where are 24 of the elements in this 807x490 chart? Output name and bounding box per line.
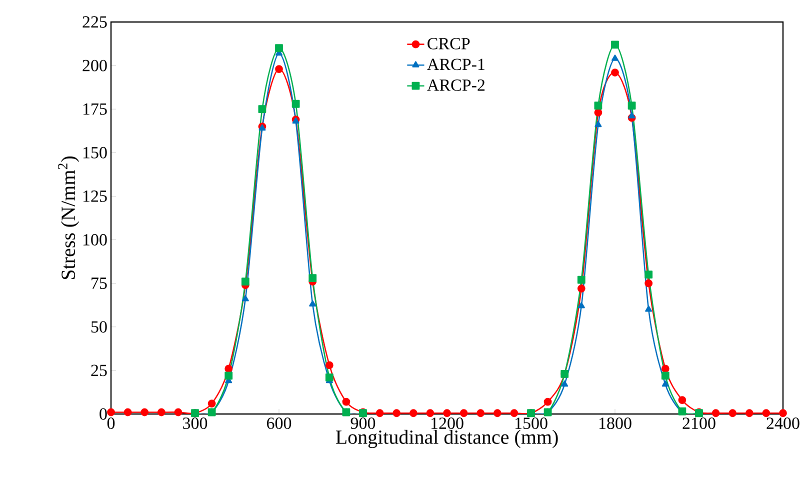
y-axis-title: Stress (N/mm$^{2}$) [58,156,80,280]
y-tick-label: 175 [83,103,107,115]
x-tick-label: 2400 [766,418,800,429]
y-tick-label: 0 [100,408,107,420]
legend-label: CRCP [428,38,470,50]
x-tick-label: 1800 [599,418,632,429]
x-tick-label: 300 [183,418,208,429]
x-tick-label: 1500 [515,418,548,429]
y-tick-label: 75 [92,278,107,289]
legend-label: ARCP-2 [427,79,485,91]
x-tick-label: 0 [107,418,115,429]
y-tick-label: 100 [83,234,107,246]
y-tick-label: 25 [91,364,107,376]
y-tick-label: 150 [83,146,107,158]
x-tick-label: 1200 [431,418,464,429]
legend-label: ARCP-1 [427,58,484,70]
y-tick-label: 50 [91,321,107,333]
x-tick-label: 600 [266,418,292,429]
x-axis-title: Longitudinal distance (mm) [336,430,558,448]
y-tick-label: 200 [82,60,107,72]
y-tick-label: 125 [83,190,107,202]
y-tick-label: 225 [82,16,107,28]
x-tick-label: 900 [350,418,376,429]
x-tick-label: 2100 [682,418,716,429]
